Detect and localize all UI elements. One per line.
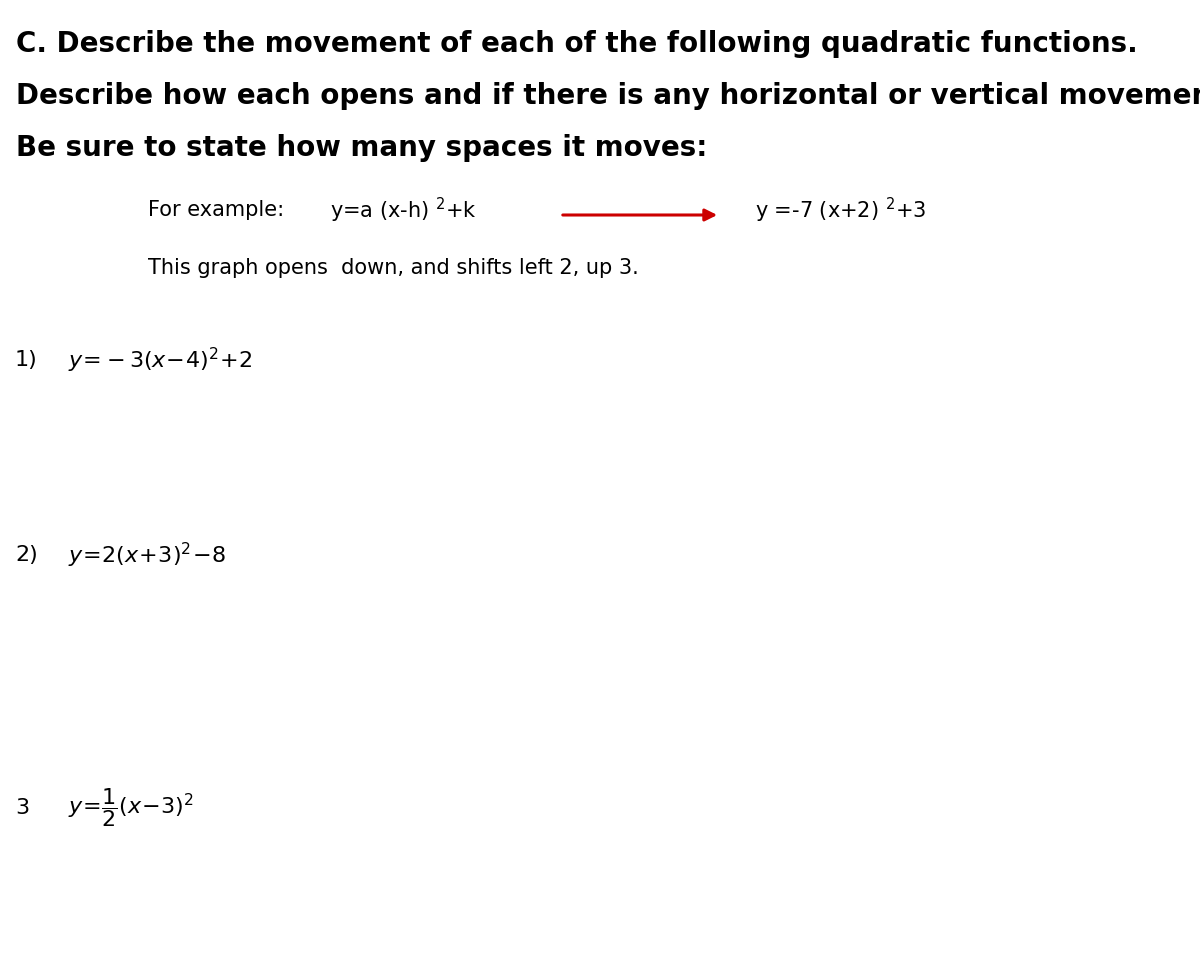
- Text: y =-7 (x+2) $^{2}$+3: y =-7 (x+2) $^{2}$+3: [755, 196, 926, 225]
- Text: $y\!=\!2(x\!+\!3)^{2}\!-\!8$: $y\!=\!2(x\!+\!3)^{2}\!-\!8$: [68, 541, 226, 570]
- Text: Describe how each opens and if there is any horizontal or vertical movement.: Describe how each opens and if there is …: [16, 82, 1200, 110]
- Text: This graph opens  down, and shifts left 2, up 3.: This graph opens down, and shifts left 2…: [148, 258, 638, 278]
- Text: 1): 1): [14, 350, 37, 370]
- Text: 3: 3: [14, 798, 29, 818]
- Text: For example:: For example:: [148, 200, 284, 220]
- Text: Be sure to state how many spaces it moves:: Be sure to state how many spaces it move…: [16, 134, 707, 162]
- Text: 2): 2): [14, 545, 37, 565]
- Text: $y\!=\!\dfrac{1}{2}(x\!-\!3)^{2}$: $y\!=\!\dfrac{1}{2}(x\!-\!3)^{2}$: [68, 787, 194, 829]
- Text: y=a (x-h) $^{2}$+k: y=a (x-h) $^{2}$+k: [330, 196, 476, 225]
- Text: C. Describe the movement of each of the following quadratic functions.: C. Describe the movement of each of the …: [16, 30, 1138, 58]
- Text: $y\!=\!-3(x\!-\!4)^{2}\!+\!2$: $y\!=\!-3(x\!-\!4)^{2}\!+\!2$: [68, 345, 253, 375]
